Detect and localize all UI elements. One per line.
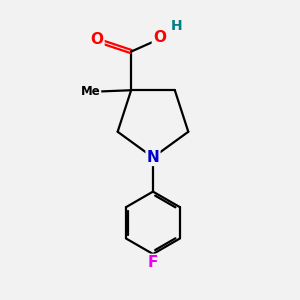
Text: O: O xyxy=(91,32,103,47)
Text: Me: Me xyxy=(80,85,100,98)
Text: O: O xyxy=(153,30,166,45)
Text: H: H xyxy=(170,19,182,33)
Text: F: F xyxy=(148,255,158,270)
Text: N: N xyxy=(147,150,159,165)
